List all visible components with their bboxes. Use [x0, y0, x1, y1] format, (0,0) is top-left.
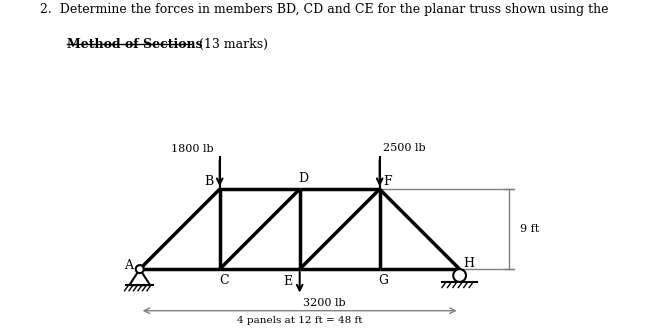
Text: 9 ft: 9 ft [519, 224, 539, 234]
Text: 3200 lb: 3200 lb [303, 298, 346, 308]
Circle shape [453, 269, 466, 282]
Text: F: F [384, 175, 392, 188]
Text: . (13 marks): . (13 marks) [191, 38, 268, 51]
Text: B: B [204, 175, 213, 188]
Text: C: C [219, 274, 228, 287]
Text: 2.  Determine the forces in members BD, CD and CE for the planar truss shown usi: 2. Determine the forces in members BD, C… [40, 3, 609, 16]
Polygon shape [129, 269, 150, 285]
Text: E: E [283, 275, 292, 288]
Text: D: D [298, 172, 309, 185]
Text: 4 panels at 12 ft = 48 ft: 4 panels at 12 ft = 48 ft [237, 316, 362, 325]
Text: A: A [124, 259, 133, 273]
Text: Method of Sections: Method of Sections [67, 38, 202, 51]
Circle shape [136, 265, 144, 273]
Text: 1800 lb: 1800 lb [170, 144, 213, 154]
Text: 2500 lb: 2500 lb [383, 143, 426, 153]
Text: G: G [379, 274, 389, 287]
Text: H: H [464, 257, 475, 270]
